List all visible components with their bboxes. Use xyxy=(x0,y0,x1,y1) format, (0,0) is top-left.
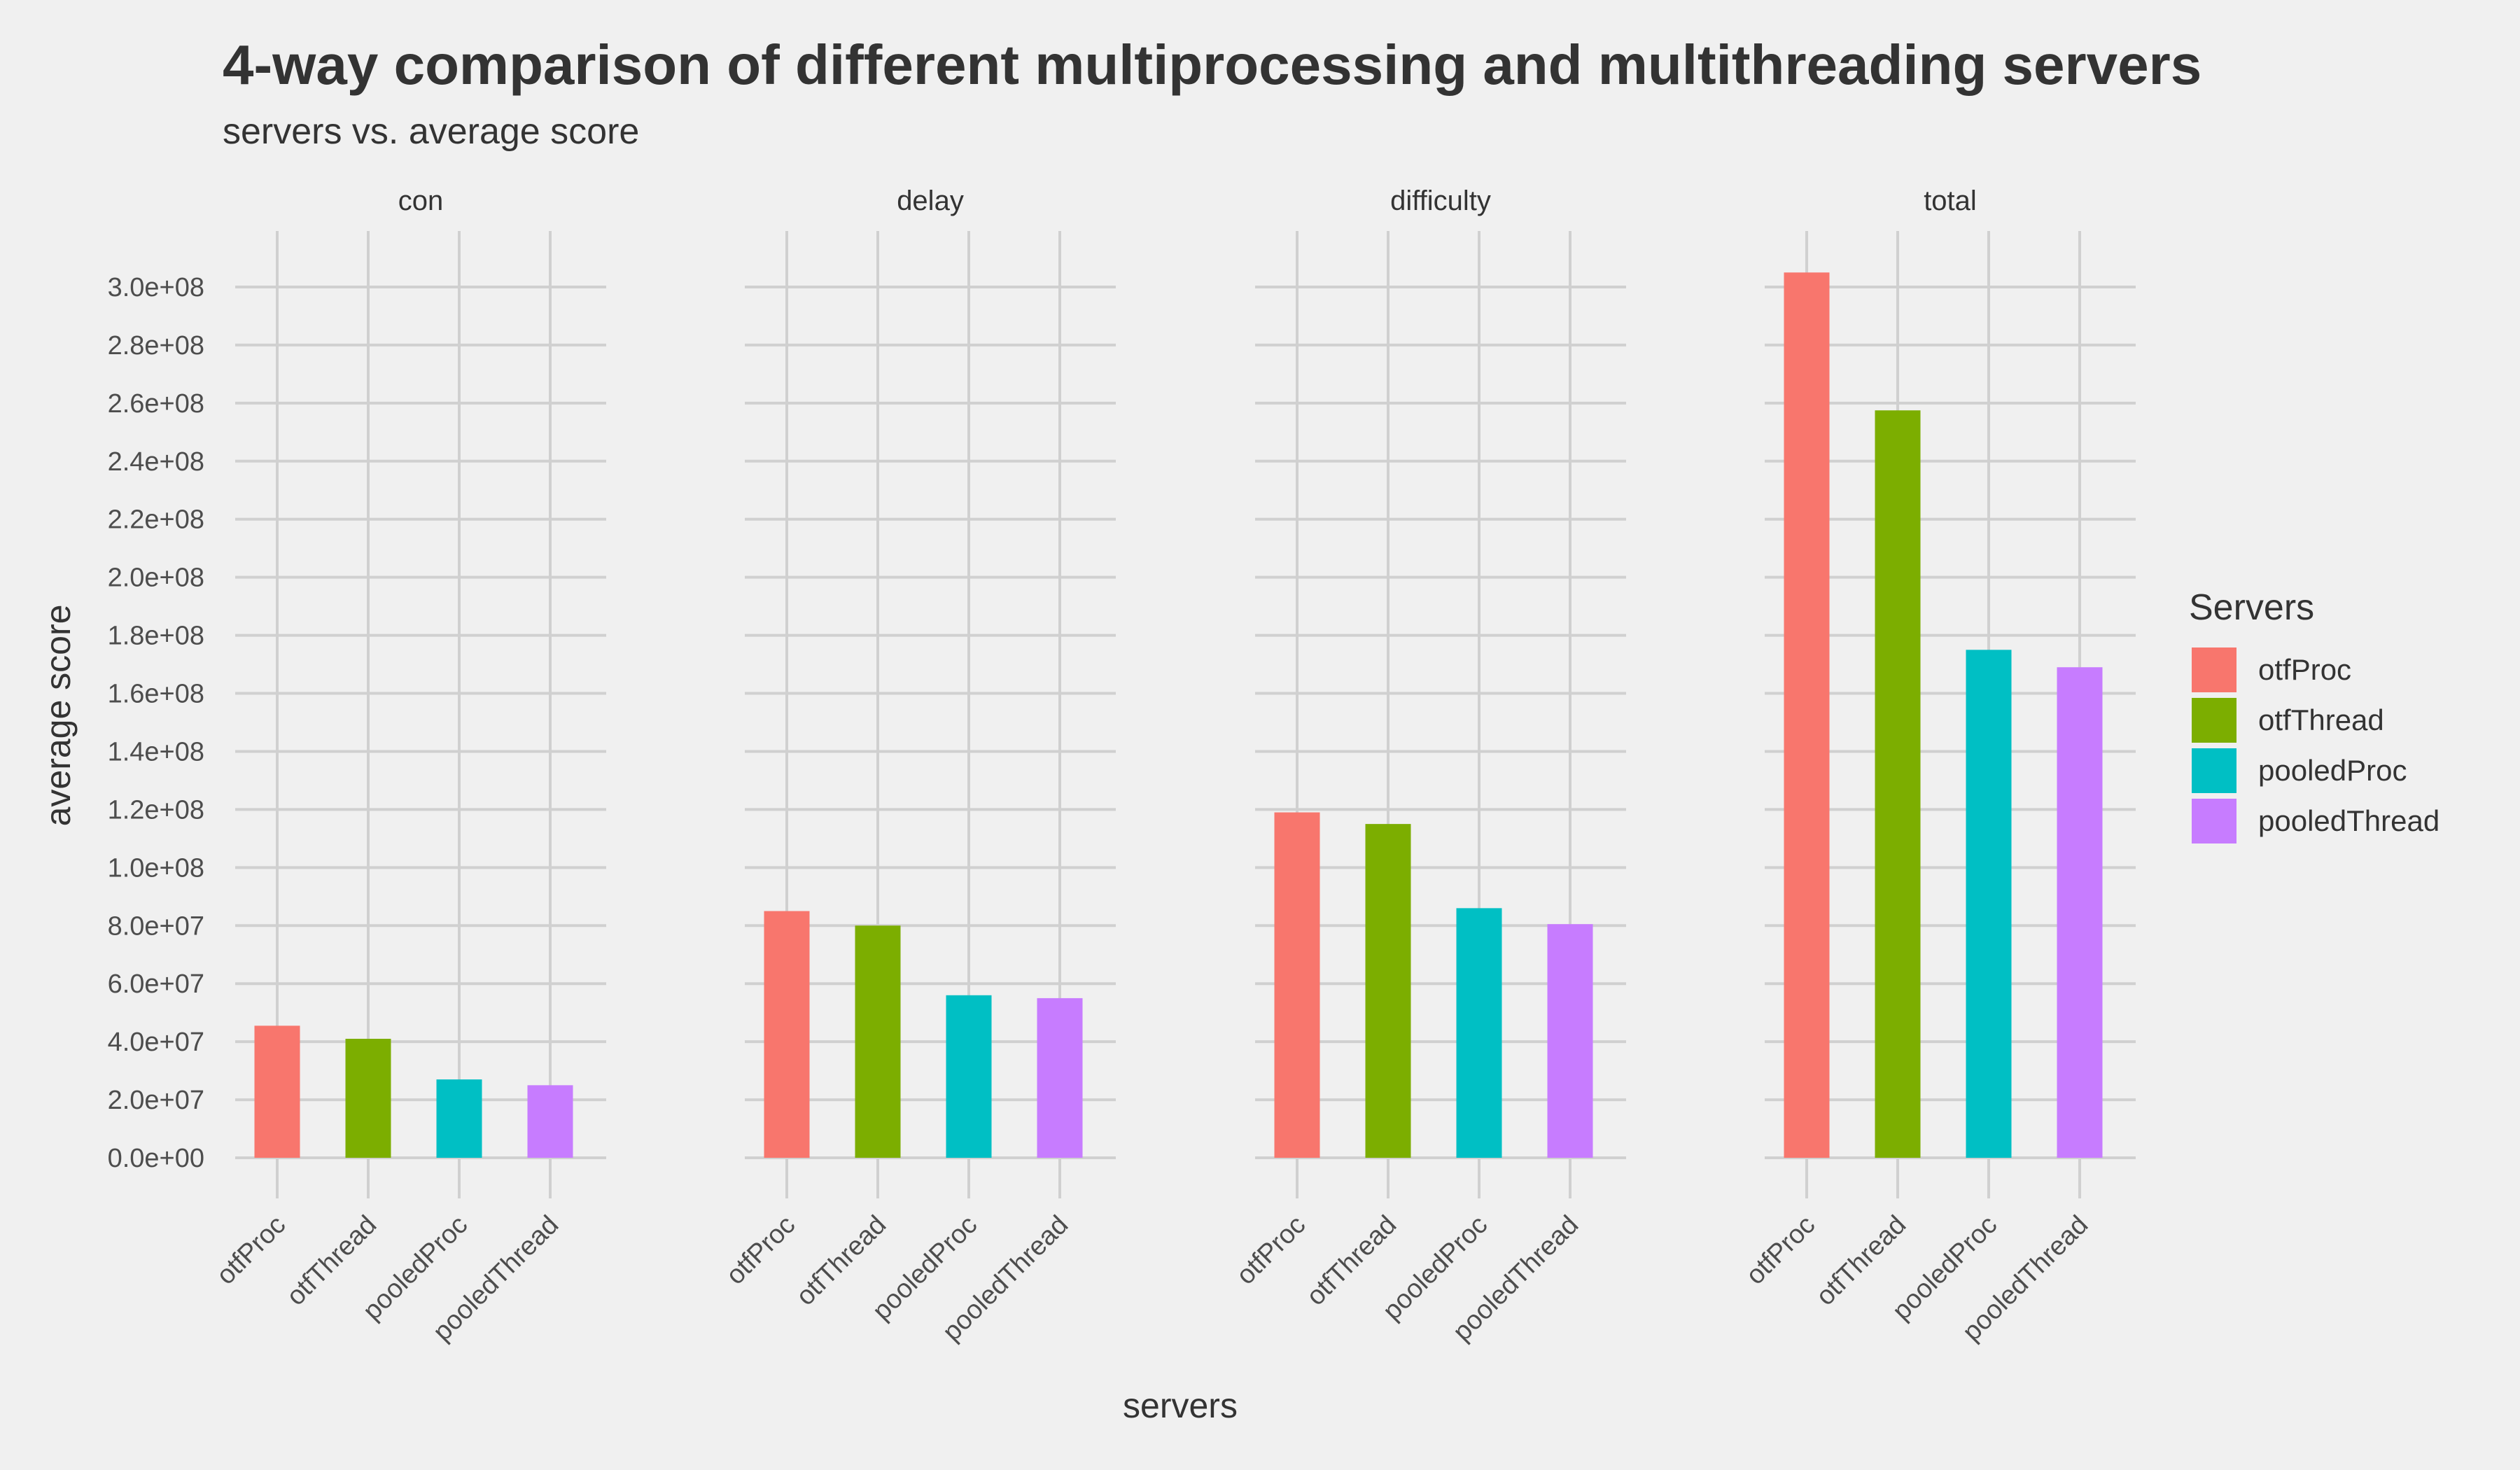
facet-panels: conotfProcotfThreadpooledProcpooledThrea… xyxy=(211,186,2136,1347)
facet-panel-con: conotfProcotfThreadpooledProcpooledThrea… xyxy=(211,186,606,1347)
y-tick-label: 3.0e+08 xyxy=(108,273,204,302)
facet-strip-label: total xyxy=(1924,186,1977,216)
bar-con-otfproc xyxy=(254,1026,300,1158)
y-tick-label: 8.0e+07 xyxy=(108,911,204,941)
y-tick-label: 1.4e+08 xyxy=(108,737,204,766)
legend-label: otfProc xyxy=(2258,653,2351,686)
bar-difficulty-pooledthread xyxy=(1547,924,1593,1158)
y-tick-label: 2.0e+08 xyxy=(108,564,204,593)
legend-swatch xyxy=(2192,648,2236,692)
facet-panel-total: totalotfProcotfThreadpooledProcpooledThr… xyxy=(1741,186,2136,1347)
facet-panel-difficulty: difficultyotfProcotfThreadpooledProcpool… xyxy=(1231,186,1626,1347)
x-tick-label: otfProc xyxy=(721,1210,802,1291)
bar-delay-pooledthread xyxy=(1037,997,1083,1158)
y-tick-label: 4.0e+07 xyxy=(108,1028,204,1057)
chart-subtitle: servers vs. average score xyxy=(223,111,639,152)
facet-strip-label: difficulty xyxy=(1390,186,1491,216)
legend-title: Servers xyxy=(2189,587,2314,628)
x-tick-label: otfProc xyxy=(1231,1210,1312,1291)
bar-difficulty-pooledproc xyxy=(1456,908,1502,1158)
y-tick-label: 2.8e+08 xyxy=(108,331,204,360)
legend: Servers otfProc otfThread pooledProc pooled… xyxy=(2189,587,2440,844)
x-axis-title: servers xyxy=(1123,1386,1238,1425)
bar-delay-otfproc xyxy=(764,911,810,1158)
bar-total-pooledthread xyxy=(2057,667,2103,1158)
legend-entry-pooledthread: pooledThread xyxy=(2192,799,2440,844)
bar-total-pooledproc xyxy=(1966,650,2012,1158)
legend-swatch xyxy=(2192,698,2236,743)
bar-total-otfthread xyxy=(1875,410,1921,1158)
facet-strip-label: con xyxy=(398,186,444,216)
y-tick-label: 1.8e+08 xyxy=(108,622,204,651)
bar-delay-pooledproc xyxy=(946,995,992,1158)
legend-entry-otfthread: otfThread xyxy=(2192,698,2384,743)
bar-delay-otfthread xyxy=(855,925,901,1158)
y-tick-label: 2.0e+07 xyxy=(108,1086,204,1115)
y-tick-label: 2.2e+08 xyxy=(108,505,204,535)
y-tick-label: 1.0e+08 xyxy=(108,853,204,883)
y-tick-label: 6.0e+07 xyxy=(108,969,204,999)
bar-total-otfproc xyxy=(1784,272,1830,1158)
y-axis-title: average score xyxy=(38,605,78,827)
y-tick-label: 1.2e+08 xyxy=(108,795,204,825)
bar-difficulty-otfthread xyxy=(1365,824,1411,1158)
facet-strip-label: delay xyxy=(897,186,964,216)
legend-entry-pooledproc: pooledProc xyxy=(2192,748,2407,793)
x-tick-label: otfProc xyxy=(211,1210,292,1291)
y-tick-label: 2.4e+08 xyxy=(108,447,204,477)
bar-con-pooledproc xyxy=(436,1079,482,1158)
x-tick-label: otfProc xyxy=(1741,1210,1821,1291)
legend-label: pooledThread xyxy=(2258,804,2440,837)
bar-difficulty-otfproc xyxy=(1274,812,1320,1158)
y-axis-tick-labels: 0.0e+00 2.0e+07 4.0e+07 6.0e+07 8.0e+07 1.0e+… xyxy=(108,273,204,1173)
legend-swatch xyxy=(2192,799,2236,844)
legend-label: pooledProc xyxy=(2258,754,2407,787)
facet-panel-delay: delayotfProcotfThreadpooledProcpooledThr… xyxy=(721,186,1116,1347)
legend-label: otfThread xyxy=(2258,704,2384,736)
y-tick-label: 1.6e+08 xyxy=(108,680,204,709)
legend-swatch xyxy=(2192,748,2236,793)
legend-entry-otfproc: otfProc xyxy=(2192,648,2351,692)
y-tick-label: 0.0e+00 xyxy=(108,1144,204,1173)
bar-con-pooledthread xyxy=(527,1085,573,1158)
chart-title: 4-way comparison of different multiproce… xyxy=(223,34,2202,96)
bar-con-otfthread xyxy=(345,1038,391,1158)
legend-entries: otfProc otfThread pooledProc pooledThread xyxy=(2192,648,2440,844)
y-tick-label: 2.6e+08 xyxy=(108,389,204,419)
